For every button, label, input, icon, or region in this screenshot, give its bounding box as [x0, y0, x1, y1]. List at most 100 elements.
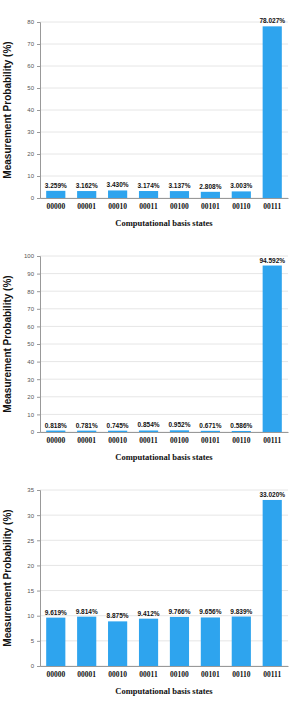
data-label: 3.174%	[138, 182, 160, 189]
y-tick-mark	[37, 490, 40, 491]
bars	[46, 266, 282, 432]
bar	[77, 431, 96, 432]
bars	[46, 500, 282, 666]
y-tick-label: 100	[24, 253, 35, 259]
data-labels: 9.619%9.814%8.875%9.412%9.766%9.656%9.83…	[45, 491, 286, 619]
y-tick-mark	[37, 256, 40, 257]
bar	[108, 190, 127, 198]
bar	[46, 618, 65, 666]
y-tick-label: 70	[27, 306, 34, 312]
x-tick: 00111	[263, 432, 281, 445]
x-tick: 00011	[139, 198, 158, 211]
bar	[170, 617, 189, 666]
chart-panel: 0510152025303500000000010001000011001000…	[0, 468, 296, 702]
bar	[139, 619, 158, 666]
y-tick-label: 80	[27, 19, 34, 25]
y-tick-mark	[37, 591, 40, 592]
plot-area: 0510152025303500000000010001000011001000…	[27, 487, 288, 679]
y-tick-mark	[37, 291, 40, 292]
grid-line	[40, 379, 288, 380]
grid-line	[40, 44, 288, 45]
x-tick-label: 00011	[139, 670, 158, 679]
y-tick-mark	[37, 132, 40, 133]
y-tick-mark	[37, 198, 40, 199]
y-tick-mark	[37, 565, 40, 566]
data-labels: 3.259%3.162%3.430%3.174%3.137%2.808%3.00…	[45, 17, 286, 189]
y-tick: 70	[27, 41, 40, 47]
y-tick: 35	[27, 487, 40, 493]
y-tick-label: 90	[27, 271, 34, 277]
y-tick: 25	[27, 538, 40, 544]
grid-line	[40, 273, 288, 274]
y-tick-mark	[37, 379, 40, 380]
y-tick: 40	[27, 107, 40, 113]
x-tick-label: 00111	[263, 202, 281, 211]
bar	[108, 621, 127, 666]
x-tick-label: 00110	[232, 670, 251, 679]
y-tick-mark	[37, 326, 40, 327]
x-tick: 00100	[170, 198, 189, 211]
x-tick: 00001	[77, 666, 96, 679]
x-tick-label: 00010	[108, 202, 127, 211]
y-tick-mark	[37, 515, 40, 516]
x-tick: 00111	[263, 666, 281, 679]
x-axis-line	[41, 198, 289, 199]
y-tick-mark	[37, 44, 40, 45]
bar	[139, 430, 158, 432]
x-tick-label: 00110	[232, 202, 251, 211]
grid-line	[40, 515, 288, 516]
x-tick-label: 00111	[263, 670, 281, 679]
data-label: 8.875%	[107, 612, 129, 619]
data-label: 9.814%	[76, 608, 98, 615]
x-tick-label: 00110	[232, 436, 251, 445]
y-tick-mark	[37, 414, 40, 415]
y-tick-mark	[37, 397, 40, 398]
data-label: 3.003%	[230, 182, 252, 189]
x-tick: 00111	[263, 198, 281, 211]
x-tick: 00010	[108, 666, 127, 679]
y-axis-line	[37, 23, 41, 199]
y-tick-label: 70	[27, 41, 34, 47]
data-label: 3.162%	[76, 182, 98, 189]
grid-line	[40, 615, 288, 616]
y-tick: 40	[27, 359, 40, 365]
grid-line	[40, 154, 288, 155]
y-tick-mark	[37, 432, 40, 433]
x-tick-label: 00000	[46, 670, 65, 679]
y-tick-label: 30	[27, 377, 34, 383]
x-tick: 00101	[201, 666, 220, 679]
x-tick: 00001	[77, 432, 96, 445]
y-tick: 20	[27, 563, 40, 569]
data-label: 3.137%	[168, 182, 190, 189]
grid-line	[40, 565, 288, 566]
grid-line	[40, 361, 288, 362]
x-tick-label: 00100	[170, 670, 189, 679]
grid-line	[40, 110, 288, 111]
grid-line	[40, 396, 288, 397]
y-tick-label: 20	[27, 151, 34, 157]
y-tick-label: 10	[27, 613, 34, 619]
x-tick-label: 00010	[108, 670, 127, 679]
x-tick: 00110	[232, 432, 251, 445]
y-tick: 0	[31, 429, 40, 435]
x-tick-label: 00011	[139, 436, 158, 445]
y-tick: 30	[27, 129, 40, 135]
y-tick-label: 40	[27, 107, 34, 113]
y-tick-mark	[37, 274, 40, 275]
x-tick: 00000	[46, 432, 65, 445]
x-tick-label: 00101	[201, 202, 220, 211]
y-tick-label: 25	[27, 538, 34, 544]
x-tick: 00100	[170, 666, 189, 679]
y-axis-title: Measurement Probability (%)	[2, 509, 13, 646]
x-axis: 0000000001000100001100100001010011000111	[41, 432, 289, 445]
y-axis-line	[37, 257, 41, 433]
bar	[139, 191, 158, 198]
data-labels: 0.818%0.781%0.745%0.854%0.952%0.671%0.58…	[45, 257, 286, 429]
y-tick-label: 10	[27, 173, 34, 179]
x-tick: 00000	[46, 666, 65, 679]
grid	[40, 490, 288, 666]
bar	[201, 617, 220, 666]
y-tick-label: 50	[27, 85, 34, 91]
y-tick: 100	[24, 253, 40, 259]
y-tick-label: 0	[31, 195, 35, 201]
